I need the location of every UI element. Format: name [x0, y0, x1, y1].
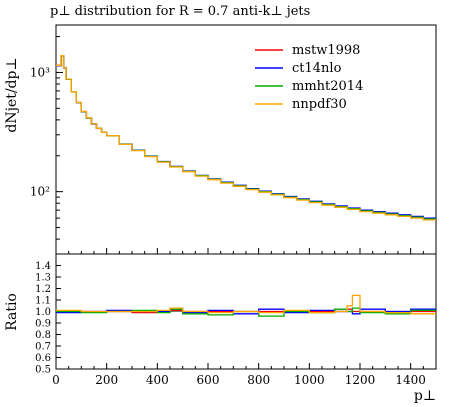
- ratio-y-tick-label-0: 0.5: [35, 365, 51, 376]
- main-y-tick-label-1000: 10³: [30, 65, 50, 79]
- legend-label-ct14nlo: ct14nlo: [292, 61, 342, 76]
- ratio-y-tick-label-3: 0.8: [35, 330, 51, 341]
- x-tick-label-1400: 1400: [395, 373, 426, 387]
- ratio-y-tick-label-6: 1.1: [35, 296, 51, 307]
- ratio-y-axis-title: Ratio: [4, 293, 20, 331]
- main-panel-frame: [56, 25, 436, 254]
- main-series-mstw1998: [56, 56, 436, 219]
- ratio-y-tick-label-8: 1.3: [35, 273, 51, 284]
- ratio-y-tick-label-2: 0.7: [35, 342, 51, 353]
- main-series-nnpdf30: [56, 56, 436, 220]
- x-ticks: 0 200 400 600 800 1000 1200 1400: [52, 248, 426, 387]
- ratio-y-tick-label-1: 0.6: [35, 353, 51, 364]
- main-series-mmht2014: [56, 56, 436, 219]
- x-tick-label-1000: 1000: [294, 373, 325, 387]
- ratio-series-nnpdf30: [56, 295, 436, 313]
- main-y-ticks: 10² 10³: [30, 37, 63, 240]
- main-y-tick-label-100: 10²: [30, 185, 50, 199]
- ratio-y-tick-label-4: 0.9: [35, 319, 51, 330]
- x-axis-title: p⊥: [414, 388, 436, 404]
- ratio-y-ticks: 0.50.60.70.80.91.01.11.21.31.4: [35, 261, 61, 376]
- x-tick-label-200: 200: [95, 373, 118, 387]
- ratio-series-group: [56, 295, 436, 316]
- x-tick-label-400: 400: [146, 373, 169, 387]
- legend-label-nnpdf30: nnpdf30: [292, 97, 347, 112]
- x-tick-label-1200: 1200: [345, 373, 376, 387]
- ratio-y-tick-label-5: 1.0: [35, 307, 51, 318]
- x-tick-label-800: 800: [247, 373, 270, 387]
- legend-label-mmht2014: mmht2014: [292, 79, 363, 94]
- legend-label-mstw1998: mstw1998: [292, 43, 360, 58]
- x-tick-label-600: 600: [197, 373, 220, 387]
- main-y-axis-title: dNjet/dp⊥: [4, 57, 20, 132]
- main-series-group: [56, 56, 436, 220]
- x-tick-label-0: 0: [52, 373, 60, 387]
- ratio-y-tick-label-9: 1.4: [35, 261, 51, 272]
- chart-title: p⊥ distribution for R = 0.7 anti-k⊥ jets: [50, 4, 310, 19]
- main-series-ct14nlo: [56, 56, 436, 218]
- ratio-y-tick-label-7: 1.2: [35, 284, 51, 295]
- legend: mstw1998 ct14nlo mmht2014 nnpdf30: [255, 43, 363, 112]
